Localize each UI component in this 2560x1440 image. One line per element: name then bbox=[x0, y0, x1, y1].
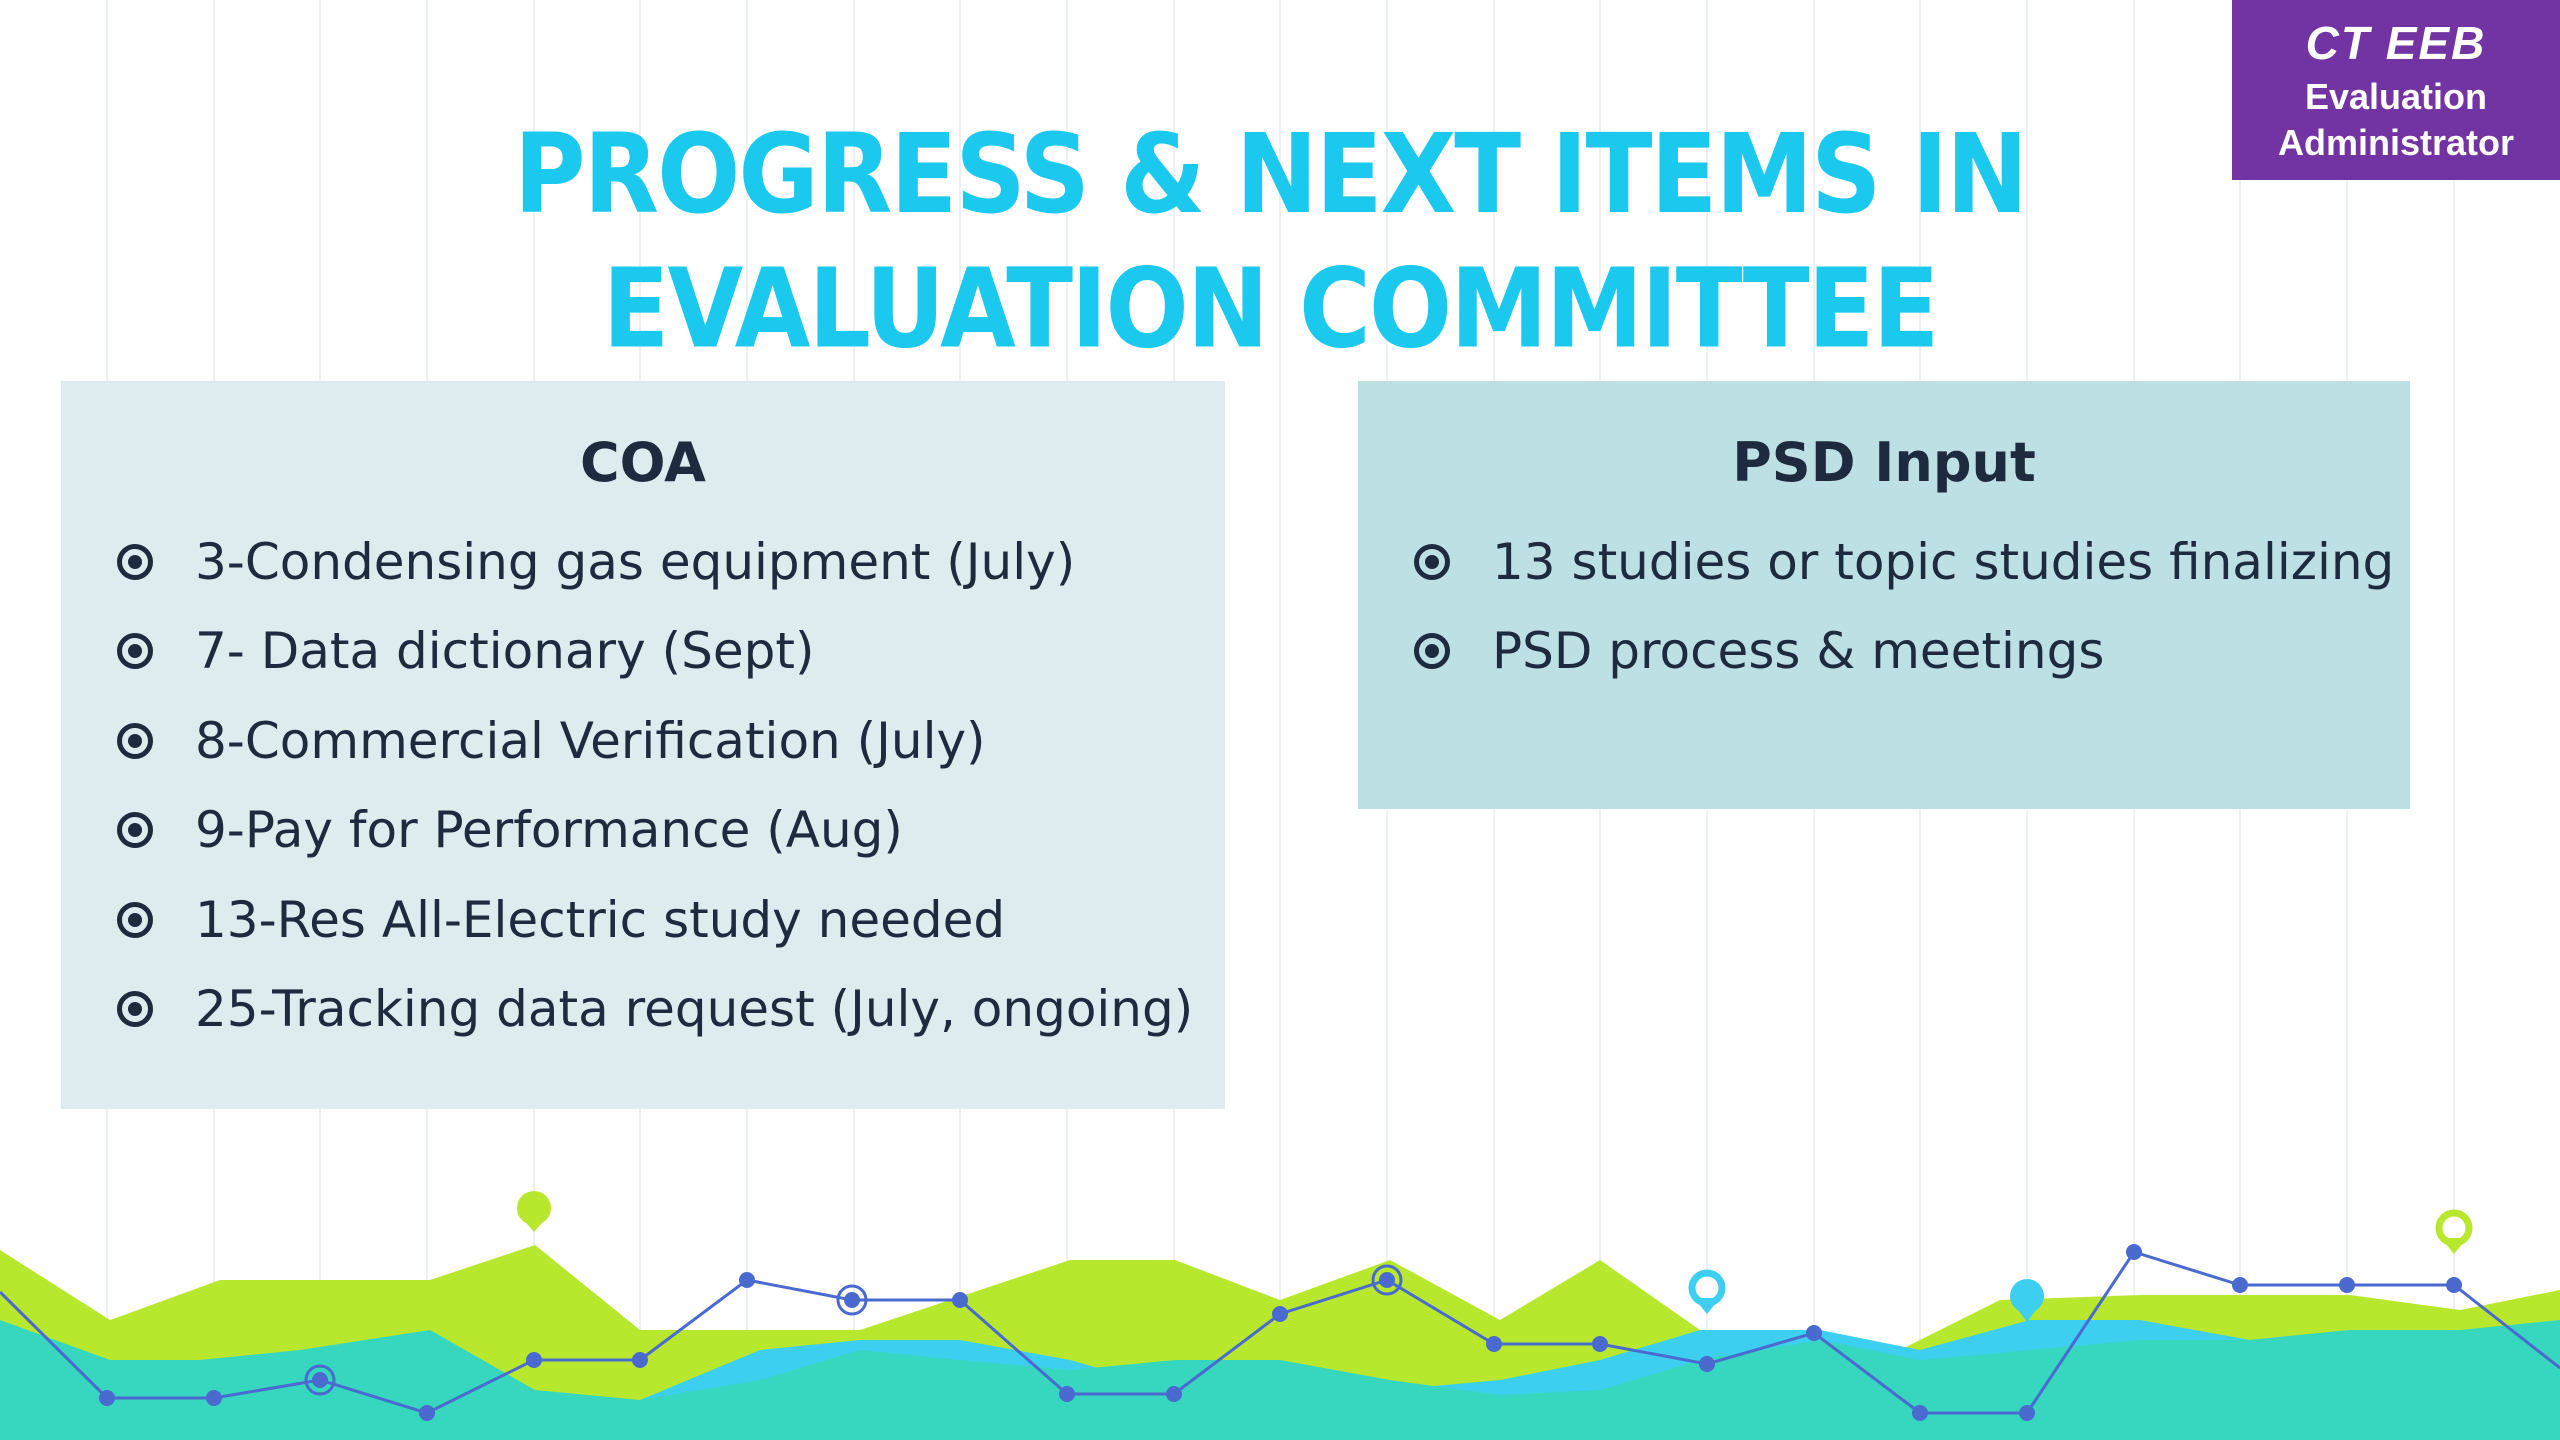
psd-item-text: PSD process & meetings bbox=[1492, 622, 2105, 681]
coa-list-item: 9-Pay for Performance (Aug) bbox=[61, 786, 1225, 876]
psd-item-text: 13 studies or topic studies finalizing bbox=[1492, 532, 2395, 591]
map-pin-icon bbox=[517, 1191, 551, 1232]
trend-point bbox=[739, 1272, 755, 1288]
slide-title: PROGRESS & NEXT ITEMS IN EVALUATION COMM… bbox=[513, 111, 2028, 374]
trend-point bbox=[526, 1352, 542, 1368]
ring-marker bbox=[304, 1364, 336, 1396]
coa-list: 3-Condensing gas equipment (July) 7- Dat… bbox=[61, 517, 1225, 1054]
trend-point bbox=[1592, 1336, 1608, 1352]
trend-point bbox=[1486, 1336, 1502, 1352]
trend-point bbox=[1166, 1386, 1182, 1402]
trend-point bbox=[952, 1292, 968, 1308]
ring-marker bbox=[836, 1284, 868, 1316]
bullet-icon bbox=[117, 633, 153, 670]
coa-list-item: 8-Commercial Verification (July) bbox=[61, 696, 1225, 786]
psd-list-item: PSD process & meetings bbox=[1358, 607, 2410, 697]
bullet-icon bbox=[117, 543, 153, 580]
bullet-icon bbox=[1414, 633, 1450, 670]
coa-panel: COA 3-Condensing gas equipment (July) 7-… bbox=[61, 381, 1225, 1109]
coa-heading: COA bbox=[580, 431, 706, 494]
trend-point bbox=[2339, 1277, 2355, 1293]
trend-points bbox=[99, 1244, 2462, 1421]
trend-point bbox=[1059, 1386, 1075, 1402]
psd-input-panel: PSD Input 13 studies or topic studies fi… bbox=[1358, 381, 2410, 809]
map-pin-icon bbox=[2010, 1279, 2044, 1322]
trend-point bbox=[312, 1372, 328, 1388]
bullet-icon bbox=[117, 901, 153, 938]
ring-marker bbox=[1371, 1264, 1403, 1296]
psd-list: 13 studies or topic studies finalizing P… bbox=[1358, 517, 2410, 696]
trend-point bbox=[2446, 1277, 2462, 1293]
organization-badge: CT EEB Evaluation Administrator bbox=[2232, 0, 2560, 180]
trend-point bbox=[2126, 1244, 2142, 1260]
coa-item-text: 9-Pay for Performance (Aug) bbox=[195, 801, 903, 860]
coa-list-item: 13-Res All-Electric study needed bbox=[61, 875, 1225, 965]
trend-point bbox=[419, 1405, 435, 1421]
bullet-icon bbox=[1414, 543, 1450, 580]
trend-point bbox=[206, 1390, 222, 1406]
trend-point bbox=[1272, 1306, 1288, 1322]
badge-subtitle-line2: Administrator bbox=[2277, 122, 2515, 163]
map-pin-icon bbox=[2435, 1209, 2473, 1254]
coa-item-text: 25-Tracking data request (July, ongoing) bbox=[195, 980, 1194, 1039]
badge-title: CT EEB bbox=[2305, 17, 2487, 69]
coa-item-text: 13-Res All-Electric study needed bbox=[195, 890, 1006, 949]
coa-list-item: 7- Data dictionary (Sept) bbox=[61, 607, 1225, 697]
trend-point bbox=[1699, 1356, 1715, 1372]
coa-list-item: 3-Condensing gas equipment (July) bbox=[61, 517, 1225, 607]
map-pin-icon bbox=[1688, 1269, 1726, 1314]
trend-point bbox=[1912, 1405, 1928, 1421]
badge-subtitle-line1: Evaluation bbox=[2304, 76, 2488, 117]
coa-item-text: 7- Data dictionary (Sept) bbox=[195, 622, 815, 681]
coa-item-text: 8-Commercial Verification (July) bbox=[195, 711, 986, 770]
trend-point bbox=[2232, 1277, 2248, 1293]
psd-list-item: 13 studies or topic studies finalizing bbox=[1358, 517, 2410, 607]
trend-point bbox=[99, 1390, 115, 1406]
bullet-icon bbox=[117, 812, 153, 849]
trend-point bbox=[844, 1292, 860, 1308]
bullet-icon bbox=[117, 722, 153, 759]
coa-list-item: 25-Tracking data request (July, ongoing) bbox=[61, 965, 1225, 1055]
trend-point bbox=[1806, 1325, 1822, 1341]
trend-point bbox=[2019, 1405, 2035, 1421]
psd-heading: PSD Input bbox=[1732, 431, 2036, 494]
bullet-icon bbox=[117, 991, 153, 1028]
trend-point bbox=[632, 1352, 648, 1368]
trend-point bbox=[1379, 1272, 1395, 1288]
coa-item-text: 3-Condensing gas equipment (July) bbox=[195, 532, 1076, 591]
